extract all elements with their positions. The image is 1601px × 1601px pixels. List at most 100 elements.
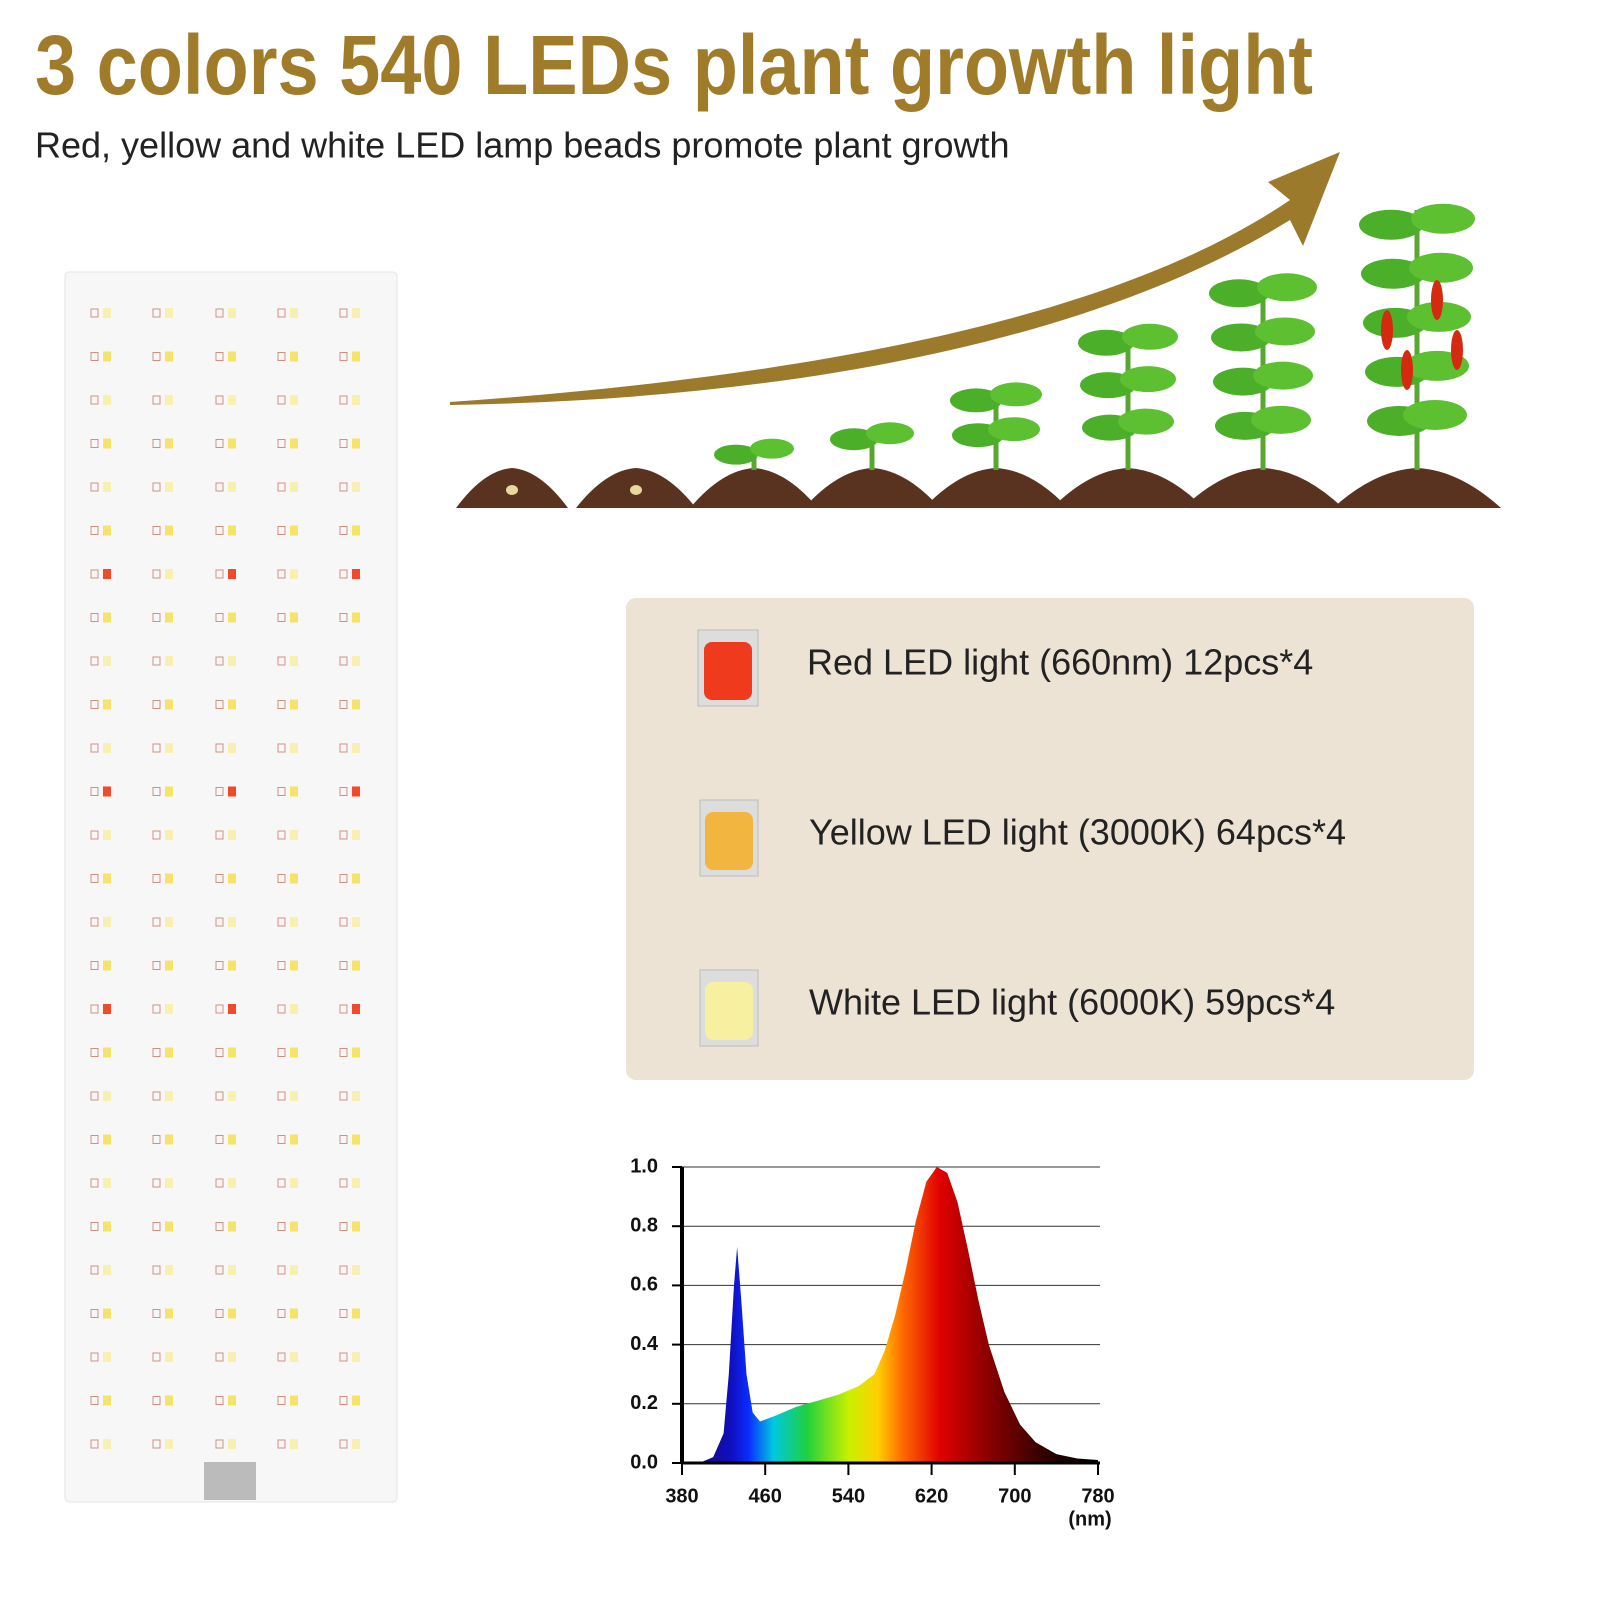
led-pad (215, 787, 224, 796)
seed (630, 485, 642, 495)
title: 3 colors 540 LEDs plant growth light (35, 18, 1313, 112)
led-pad (339, 613, 348, 622)
led-chip (103, 1004, 111, 1014)
led-chip (228, 917, 236, 927)
led-pad (152, 830, 161, 840)
led-pad (339, 656, 348, 666)
led-pad (90, 1396, 99, 1405)
y-tick-label: 0.0 (630, 1451, 658, 1473)
soil (1333, 468, 1501, 508)
led-chip (103, 1265, 111, 1275)
led-chip (290, 960, 298, 971)
led-pad (277, 961, 286, 970)
led-pad (215, 1439, 224, 1449)
pepper (1401, 350, 1413, 390)
led-pad (90, 1439, 99, 1449)
led-chip (290, 482, 298, 492)
led-chip (165, 1047, 173, 1058)
led-chip (165, 525, 173, 536)
led-pad (90, 308, 99, 318)
led-chip (228, 351, 236, 362)
led-chip (352, 1134, 360, 1145)
x-tick-label: 460 (749, 1485, 782, 1507)
led-chip (165, 873, 173, 884)
led-chip (165, 960, 173, 971)
led-pad (277, 482, 286, 492)
led-pad (339, 1004, 348, 1014)
led-chip (165, 569, 173, 579)
led-pad (277, 526, 286, 535)
led-chip (290, 1091, 298, 1101)
led-chip (103, 1134, 111, 1145)
led-chip (290, 395, 298, 405)
led-pad (215, 874, 224, 883)
led-pad (339, 1309, 348, 1318)
led-pad (339, 526, 348, 535)
led-pad (339, 917, 348, 927)
led-chip (103, 351, 111, 362)
led-pad (277, 1352, 286, 1362)
led-chip (352, 438, 360, 449)
leaf (750, 438, 794, 459)
led-chip (165, 612, 173, 623)
led-chip (103, 395, 111, 405)
led-label: White LED light (6000K) 59pcs*4 (809, 982, 1335, 1023)
led-chip (290, 743, 298, 753)
led-pad (215, 1178, 224, 1188)
led-pad (215, 482, 224, 492)
led-pad (152, 1178, 161, 1188)
led-pad (215, 352, 224, 361)
led-pad (90, 395, 99, 405)
led-chip (228, 438, 236, 449)
led-pad (90, 439, 99, 448)
leaf (1411, 203, 1475, 234)
led-pad (215, 613, 224, 622)
leaf (714, 444, 758, 465)
led-chip (103, 308, 111, 318)
led-chip (103, 1308, 111, 1319)
led-chip (228, 960, 236, 971)
led-pad (215, 439, 224, 448)
led-chip (103, 917, 111, 927)
led-chip (228, 1047, 236, 1058)
led-chip (165, 1134, 173, 1145)
led-pad (90, 569, 99, 579)
led-pad (152, 961, 161, 970)
led-chip (290, 699, 298, 710)
led-chip (165, 1439, 173, 1449)
led-pad (277, 1222, 286, 1231)
leaf (1403, 399, 1467, 430)
x-tick-label: 380 (665, 1485, 698, 1507)
led-pad (152, 1439, 161, 1449)
led-label: Yellow LED light (3000K) 64pcs*4 (809, 812, 1346, 853)
led-chip (228, 482, 236, 492)
led-pad (339, 1222, 348, 1231)
led-chip (165, 656, 173, 666)
led-chip (290, 1047, 298, 1058)
soil (1183, 468, 1343, 508)
led-chip (103, 482, 111, 492)
led-chip (103, 699, 111, 710)
pepper (1431, 280, 1443, 320)
led-pad (152, 1352, 161, 1362)
led-pad (90, 613, 99, 622)
led-pad (90, 961, 99, 970)
led-chip (352, 1047, 360, 1058)
led-chip (228, 786, 236, 797)
led-pad (277, 830, 286, 840)
led-chip (165, 786, 173, 797)
led-pad (90, 1048, 99, 1057)
led-pad (215, 961, 224, 970)
led-chip (228, 743, 236, 753)
led-chip (290, 612, 298, 623)
led-chip (228, 1134, 236, 1145)
led-chip (228, 656, 236, 666)
soil (1052, 468, 1204, 508)
led-pad (339, 1265, 348, 1275)
led-chip (352, 1091, 360, 1101)
leaf (1359, 209, 1423, 240)
led-pad (152, 700, 161, 709)
led-chip (103, 960, 111, 971)
led-chip (228, 1221, 236, 1232)
